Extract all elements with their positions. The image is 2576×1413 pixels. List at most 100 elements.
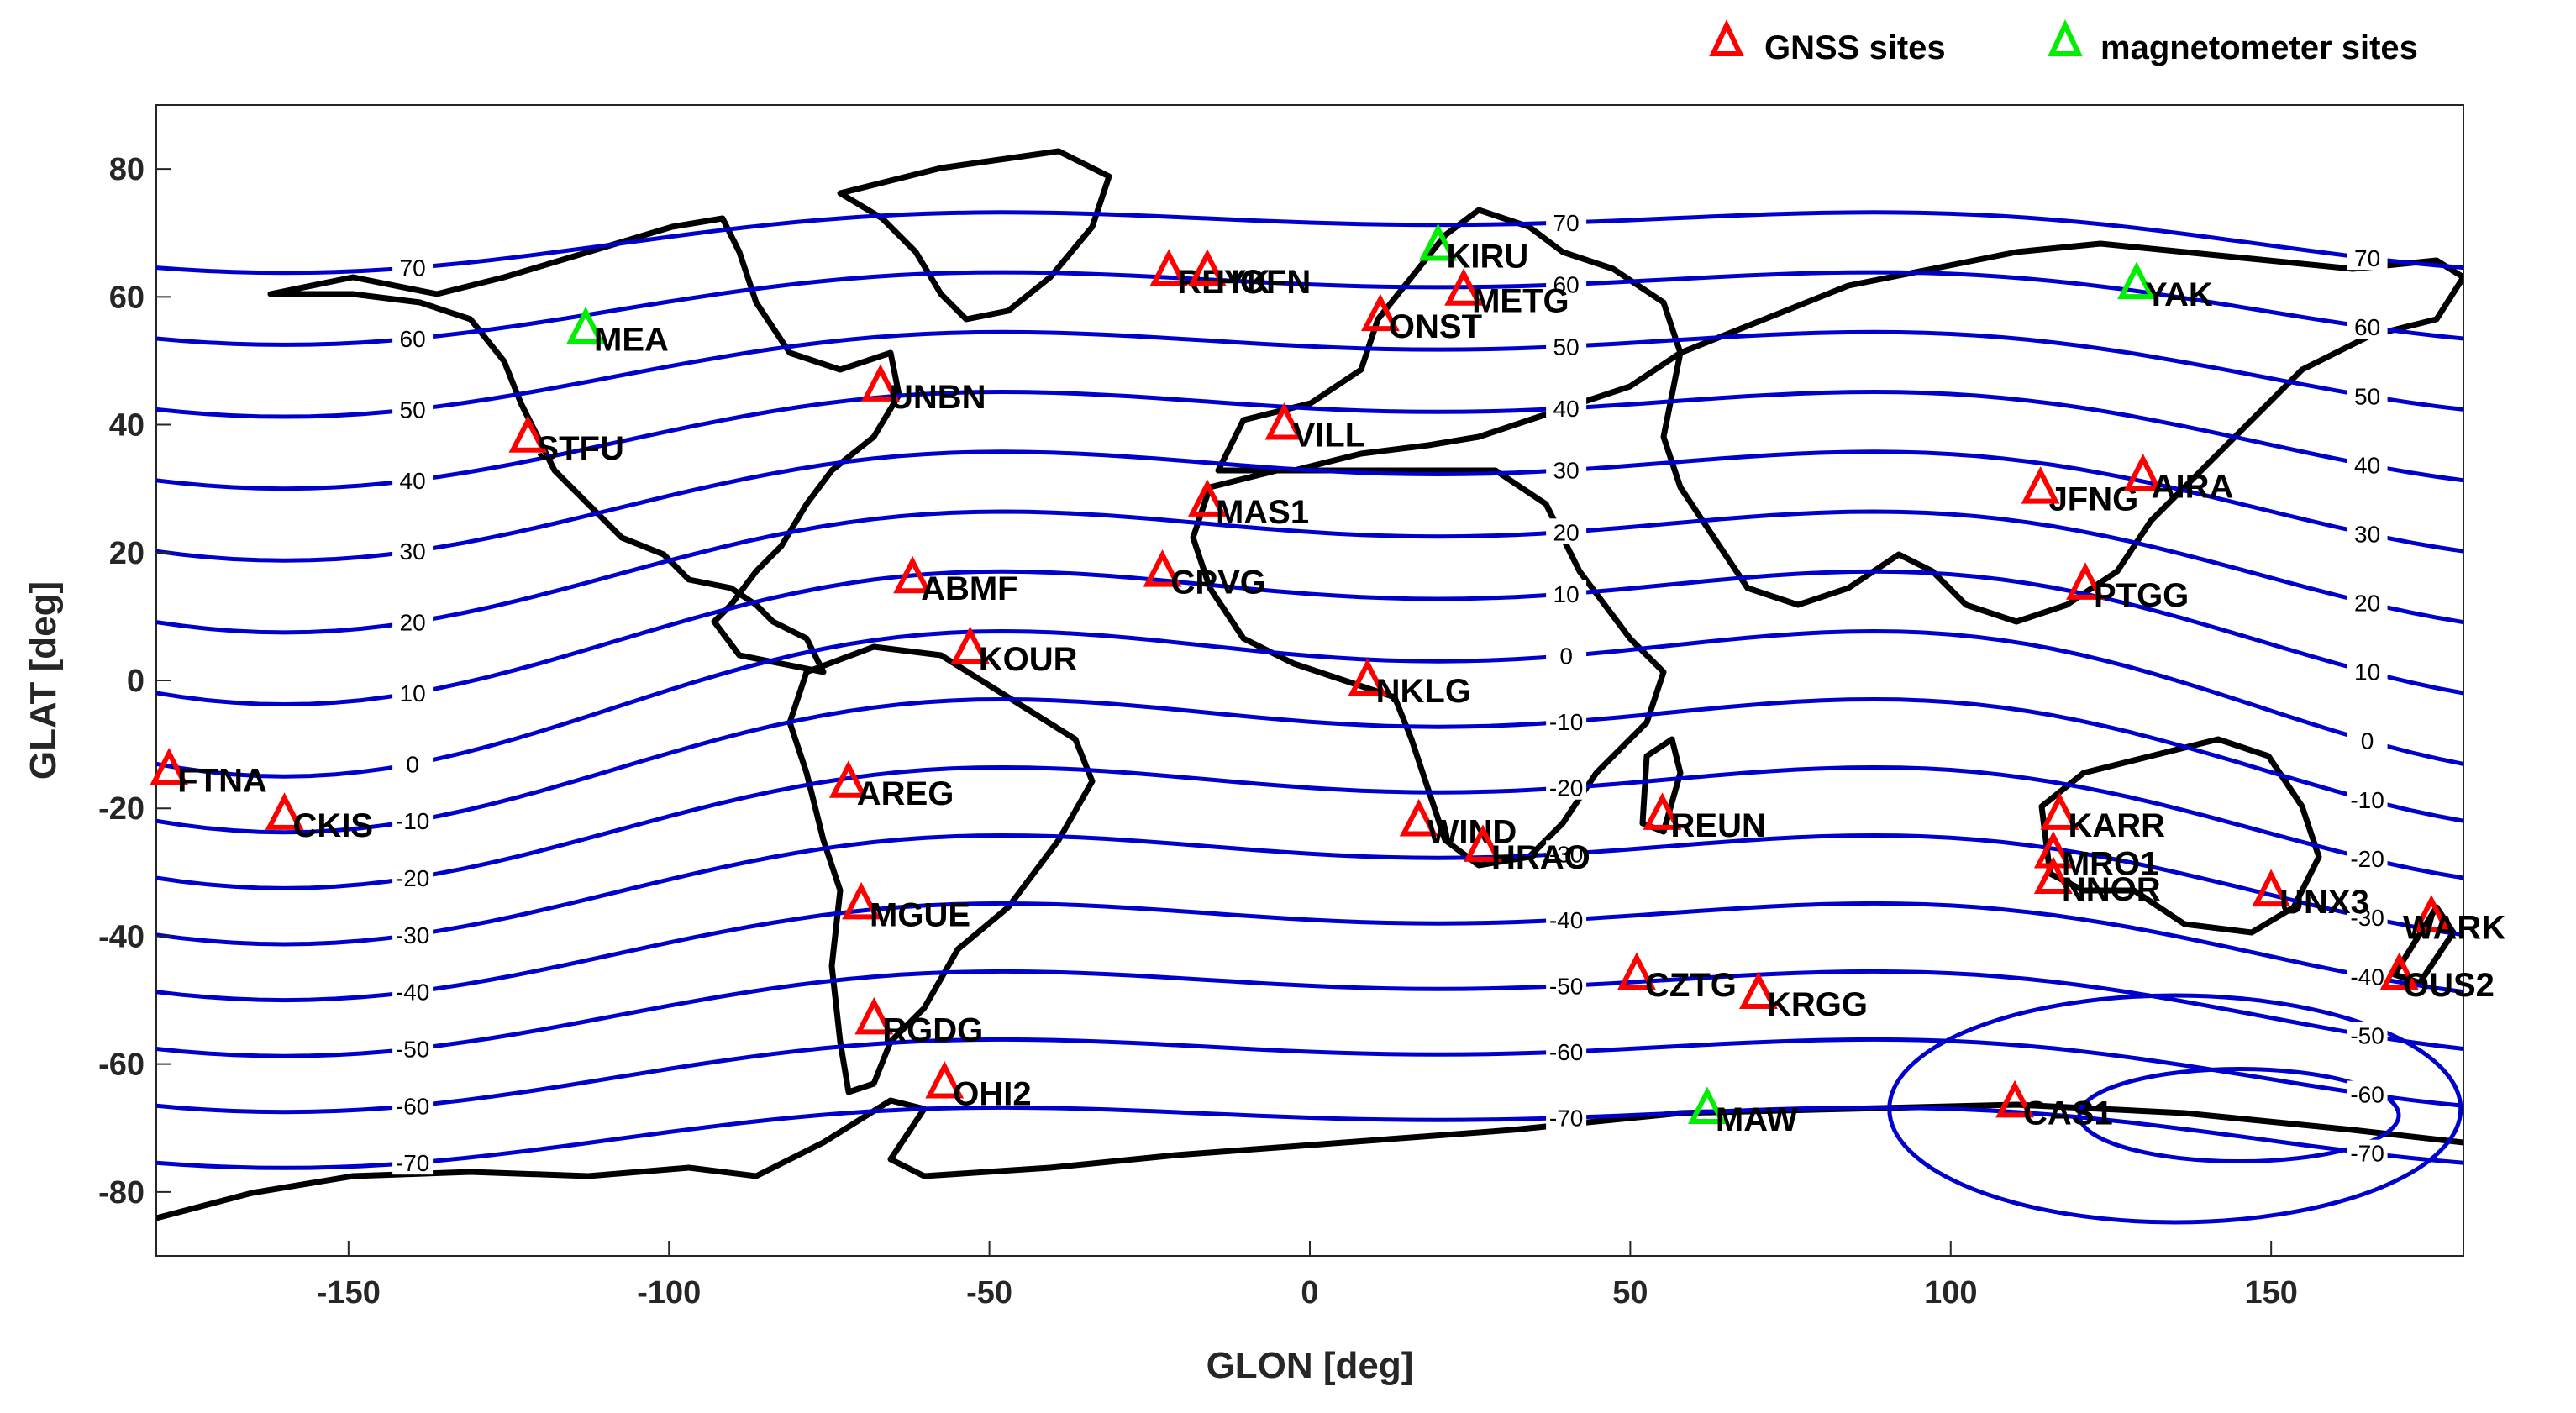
contour-line bbox=[156, 628, 2463, 779]
magnetometer-site-label: MAW bbox=[1716, 1101, 1798, 1138]
contour-label-bg bbox=[2347, 844, 2388, 870]
x-axis-title: GLON [deg] bbox=[1207, 1345, 1414, 1386]
contour-label: 10 bbox=[1553, 581, 1580, 607]
y-axis-title: GLAT [deg] bbox=[23, 581, 64, 780]
gnss-site-label: HRAO bbox=[1491, 839, 1590, 876]
contour-label: 50 bbox=[1553, 334, 1580, 360]
gnss-site-label: CPVG bbox=[1171, 565, 1266, 601]
gnss-site-marker bbox=[1444, 268, 1483, 306]
magnetometer-site-marker bbox=[566, 306, 605, 344]
contour-line bbox=[156, 449, 2463, 563]
contour-line bbox=[156, 329, 2463, 419]
gnss-site-label: WIND bbox=[1427, 813, 1517, 850]
contour-label-bg bbox=[1546, 208, 1587, 234]
gnss-site-label: UNBN bbox=[889, 379, 986, 416]
contour-label: -70 bbox=[2350, 1141, 2384, 1167]
contour-line bbox=[1887, 993, 2463, 1225]
contour-label-bg bbox=[1546, 972, 1587, 998]
gnss-site-label: AIRA bbox=[2152, 468, 2234, 505]
contour-label: -60 bbox=[396, 1093, 429, 1119]
contour-label: 60 bbox=[400, 326, 426, 352]
contour-label: 70 bbox=[400, 255, 426, 281]
gnss-site-marker bbox=[950, 626, 990, 664]
magnetometer-site-label: MEA bbox=[594, 321, 669, 358]
legend-magnetometer-marker bbox=[2048, 18, 2083, 56]
gnss-site-label: OHI2 bbox=[953, 1076, 1031, 1113]
gnss-site-marker bbox=[1348, 658, 1387, 696]
contour-label: 20 bbox=[2354, 591, 2380, 617]
contour-label-bg bbox=[2347, 1139, 2388, 1165]
contour-label: -10 bbox=[396, 808, 429, 834]
x-tick-label: 100 bbox=[1924, 1275, 1977, 1311]
x-axis-ticks: -150 -100 -50 0 50 100 150 bbox=[317, 1241, 2298, 1311]
magnetometer-site-marker bbox=[1688, 1086, 1727, 1124]
gnss-site-label: FTNA bbox=[177, 763, 267, 800]
contour-label-bg bbox=[2347, 1080, 2388, 1106]
contour-label-bg bbox=[392, 254, 434, 280]
contour-label-bg bbox=[1546, 580, 1587, 606]
y-tick-label: -20 bbox=[98, 791, 145, 827]
y-tick-label: -60 bbox=[98, 1048, 145, 1083]
contour-label: 50 bbox=[400, 397, 426, 423]
gnss-site-marker bbox=[1739, 971, 1778, 1009]
magnetometer-site-marker bbox=[2117, 261, 2156, 300]
gnss-site-marker bbox=[1399, 798, 1438, 837]
contour-label-bg bbox=[1546, 518, 1587, 544]
contour-label-bg bbox=[1546, 840, 1587, 866]
gnss-site-marker bbox=[1995, 1079, 2034, 1118]
contour-line bbox=[156, 569, 2463, 707]
y-tick-label: 80 bbox=[109, 152, 145, 187]
contour-label: -30 bbox=[396, 922, 429, 948]
contour-label-bg bbox=[1546, 774, 1587, 800]
gnss-site-marker bbox=[925, 1060, 965, 1099]
contour-label-bg bbox=[2347, 244, 2388, 271]
gnss-site-marker bbox=[1188, 249, 1227, 286]
contour-label-bg bbox=[2347, 904, 2388, 930]
gnss-site-marker bbox=[1360, 293, 1400, 332]
gnss-site-marker bbox=[2123, 453, 2163, 491]
gnss-site-marker bbox=[150, 747, 189, 785]
contour-label: -50 bbox=[2350, 1022, 2384, 1048]
contour-label-bg bbox=[1546, 394, 1587, 420]
gnss-site-label: METG bbox=[1472, 283, 1569, 320]
contour-label-bg bbox=[2347, 658, 2388, 684]
contour-label: 40 bbox=[1553, 396, 1580, 422]
y-tick-label: 40 bbox=[109, 408, 145, 444]
legend-gnss-marker bbox=[1709, 18, 1744, 56]
contour-label: -20 bbox=[2350, 846, 2384, 872]
gnss-site-marker bbox=[508, 415, 548, 453]
contour-labels: 70 70 70 60 60 60 50 50 50 40 40 40 30 30 30 20 20 20 10 10… bbox=[392, 208, 2388, 1176]
contour-label-bg bbox=[2347, 313, 2388, 339]
contour-line bbox=[156, 901, 2463, 1003]
contour-label: -40 bbox=[2350, 964, 2384, 990]
contour-label: -60 bbox=[1549, 1039, 1583, 1065]
gnss-site-label: NKLG bbox=[1376, 673, 1471, 710]
contour-label-bg bbox=[1546, 1037, 1587, 1064]
gnss-site-marker bbox=[861, 364, 900, 402]
x-tick-label: 50 bbox=[1612, 1275, 1648, 1311]
contour-label-bg bbox=[1546, 642, 1587, 668]
gnss-site-label: RGDG bbox=[882, 1011, 983, 1048]
gnss-site-label: CZTG bbox=[1645, 967, 1737, 1004]
contour-label: 30 bbox=[400, 538, 426, 565]
x-tick-label: 0 bbox=[1301, 1275, 1318, 1311]
contour-label: -60 bbox=[2350, 1082, 2384, 1108]
contour-line bbox=[156, 1037, 2463, 1115]
contour-label-bg bbox=[2347, 727, 2388, 753]
contour-label: 0 bbox=[406, 751, 419, 777]
magnetometer-site-label: KIRU bbox=[1447, 238, 1529, 275]
y-tick-label: 20 bbox=[109, 536, 145, 571]
gnss-site-label: ABMF bbox=[921, 570, 1018, 607]
contour-label-bg bbox=[2347, 785, 2388, 812]
contour-line bbox=[156, 270, 2463, 347]
gnss-site-label: MGUE bbox=[870, 896, 970, 933]
contour-label: -20 bbox=[396, 865, 429, 891]
gnss-site-marker bbox=[1617, 952, 1656, 990]
contour-label: 0 bbox=[2361, 728, 2374, 754]
contour-label: 30 bbox=[1553, 458, 1580, 484]
magnetometer-site-label: YAK bbox=[2145, 276, 2213, 313]
contour-label-bg bbox=[2347, 451, 2388, 477]
gnss-site-marker bbox=[2033, 856, 2073, 894]
contour-label-bg bbox=[392, 396, 434, 422]
contour-label: 60 bbox=[2354, 314, 2380, 340]
